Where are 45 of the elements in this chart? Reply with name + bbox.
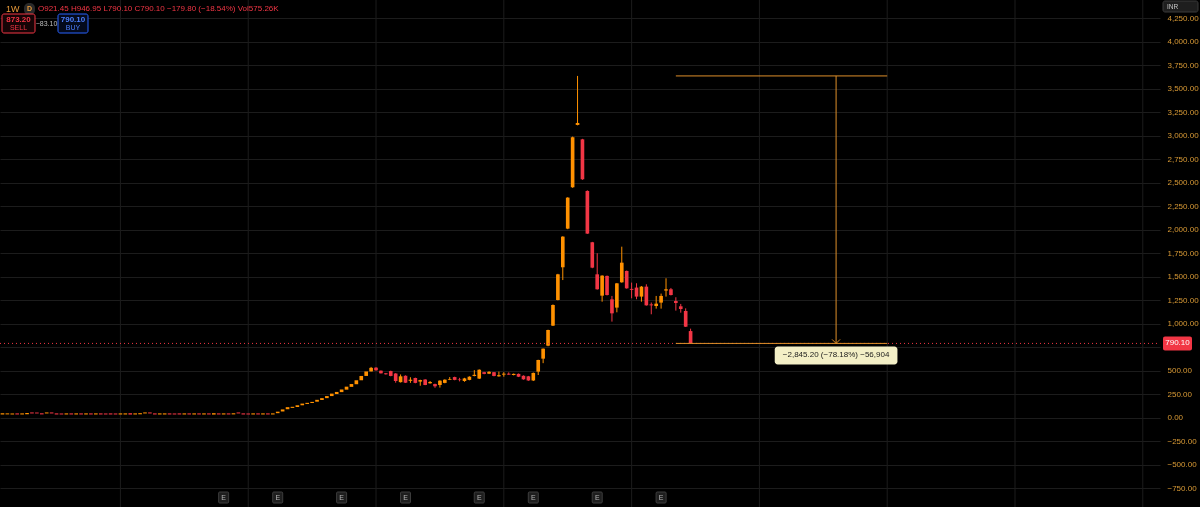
annotation: 873.20 (6, 14, 32, 24)
y-tick-label: 1,250.00 (1167, 295, 1200, 305)
y-tick-label: 3,250.00 (1167, 107, 1200, 117)
y-tick-label: 250.00 (1167, 389, 1193, 399)
y-tick-label: 3,000.00 (1167, 131, 1200, 141)
y-tick-label: 2,750.00 (1167, 154, 1200, 164)
y-tick-label: 3,500.00 (1167, 84, 1200, 94)
candlestick (310, 401, 314, 404)
y-tick-label: −750.00 (1167, 483, 1198, 493)
candlestick (595, 252, 600, 291)
candlestick (349, 384, 354, 387)
candlestick (664, 277, 668, 298)
y-tick-label: 500.00 (1167, 366, 1193, 376)
candlestick (325, 396, 329, 399)
y-tick-label: 0.00 (1167, 413, 1184, 423)
candlestick (619, 246, 624, 284)
candlestick (600, 274, 604, 303)
y-tick-label: 2,500.00 (1167, 178, 1200, 188)
candlestick (359, 375, 364, 381)
candlestick (659, 293, 663, 310)
annotation: 790.10 (60, 14, 86, 24)
candlestick (364, 371, 369, 376)
chart-title: 1W (6, 4, 21, 14)
candlestick (379, 370, 383, 374)
y-tick-label: −250.00 (1167, 436, 1198, 446)
y-tick-label: 3,750.00 (1167, 60, 1200, 70)
candlestick (334, 391, 339, 394)
y-tick-label: 4,250.00 (1167, 13, 1200, 23)
candlestick (433, 383, 437, 389)
y-tick-label: 2,250.00 (1167, 201, 1200, 211)
candlestick (315, 399, 319, 402)
y-tick-label: 1,500.00 (1167, 272, 1200, 282)
ref-line-label: 790.10 (1165, 338, 1191, 348)
annotation: −2,845.20 (−78.18%) −56,904 (782, 350, 890, 360)
y-tick-label: 1,000.00 (1167, 319, 1200, 329)
chart-subtitle: O921.45 H946.95 L790.10 C790.10 −179.80 (−18.54%) Vol575.26K (38, 4, 280, 13)
candlestick (320, 398, 324, 401)
y-tick-label: 1,750.00 (1167, 248, 1200, 258)
candlestick (610, 295, 614, 323)
y-tick-label: 4,000.00 (1167, 37, 1200, 47)
y-tick-label: 2,000.00 (1167, 225, 1200, 235)
candlestick (674, 296, 678, 312)
candlestick (339, 389, 344, 393)
candlestick (497, 371, 501, 378)
y-tick-label: −500.00 (1167, 460, 1198, 470)
